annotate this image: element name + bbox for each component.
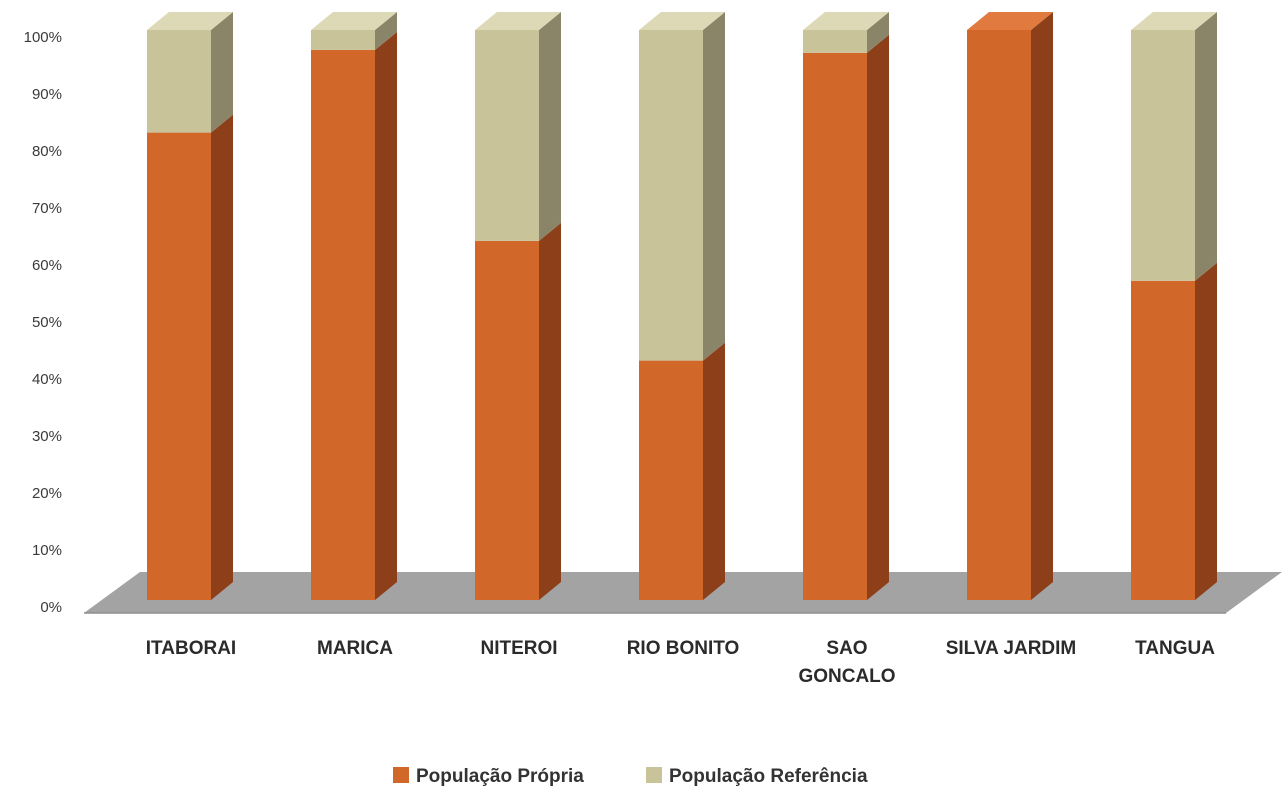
bar-ref-top (639, 12, 725, 30)
bar-ref-front (1131, 30, 1195, 281)
bar-ref-front (311, 30, 375, 50)
y-tick-label: 40% (32, 371, 62, 388)
bar-own-side (1031, 12, 1053, 600)
x-tick-label: ITABORAI (146, 638, 236, 659)
bar-own-front (1131, 280, 1195, 600)
x-tick-label: NITEROI (480, 638, 557, 659)
bar-own-side (375, 31, 397, 600)
legend-label-own: População Própria (416, 766, 584, 787)
bar-group (147, 12, 233, 600)
bar-own-front (967, 30, 1031, 600)
bar-own-side (1195, 262, 1217, 600)
x-tick-label: MARICA (317, 638, 393, 659)
bar-ref-front (147, 30, 211, 133)
y-tick-label: 80% (32, 143, 62, 160)
y-tick-label: 50% (32, 314, 62, 331)
bar-group (1131, 12, 1217, 600)
bar-ref-side (1195, 12, 1217, 281)
bar-ref-side (539, 12, 561, 241)
bar-own-side (703, 342, 725, 600)
bar-group (639, 12, 725, 600)
bar-group (311, 12, 397, 600)
y-axis: 0% 10% 20% 30% 40% 50% 60% 70% 80% 90% 100% (24, 29, 62, 616)
bar-group (967, 12, 1053, 600)
y-tick-label: 0% (40, 599, 62, 616)
x-tick-label: SILVA JARDIM (946, 638, 1077, 659)
bar-own-side (867, 34, 889, 601)
y-tick-label: 20% (32, 485, 62, 502)
bar-own-front (803, 52, 867, 601)
bar-ref-top (311, 12, 397, 30)
y-tick-label: 70% (32, 200, 62, 217)
bar-ref-top (803, 12, 889, 30)
bar-ref-front (475, 30, 539, 241)
y-tick-label: 100% (24, 29, 62, 46)
bar-own-front (311, 49, 375, 600)
bar-group (475, 12, 561, 600)
legend-swatch-ref (646, 767, 662, 783)
y-tick-label: 30% (32, 428, 62, 445)
y-tick-label: 10% (32, 542, 62, 559)
x-axis: ITABORAI MARICA NITEROI RIO BONITO SAO GONCAL… (146, 638, 1215, 687)
bar-ref-side (375, 12, 397, 50)
y-tick-label: 90% (32, 86, 62, 103)
bar-ref-top (475, 12, 561, 30)
bar-own-front (475, 240, 539, 600)
bar-ref-side (211, 12, 233, 133)
legend: População Própria População Referência (393, 766, 868, 787)
bar-ref-front (639, 30, 703, 361)
bar-ref-top (1131, 12, 1217, 30)
bars (147, 12, 1217, 601)
bar-own-front (147, 132, 211, 600)
legend-swatch-own (393, 767, 409, 783)
bar-group (803, 12, 889, 601)
bar-ref-front (803, 30, 867, 53)
bar-ref-top (147, 12, 233, 30)
legend-label-ref: População Referência (669, 766, 868, 787)
bar-ref-side (867, 12, 889, 53)
bar-own-side (211, 114, 233, 600)
y-tick-label: 60% (32, 257, 62, 274)
bar-ref-side (703, 12, 725, 361)
bar-own-front (639, 360, 703, 600)
bar-own-side (539, 222, 561, 600)
x-tick-label: RIO BONITO (627, 638, 740, 659)
bar-own-top (967, 12, 1053, 30)
x-tick-label: TANGUA (1135, 638, 1215, 659)
x-tick-label: SAO GONCALO (798, 638, 895, 687)
